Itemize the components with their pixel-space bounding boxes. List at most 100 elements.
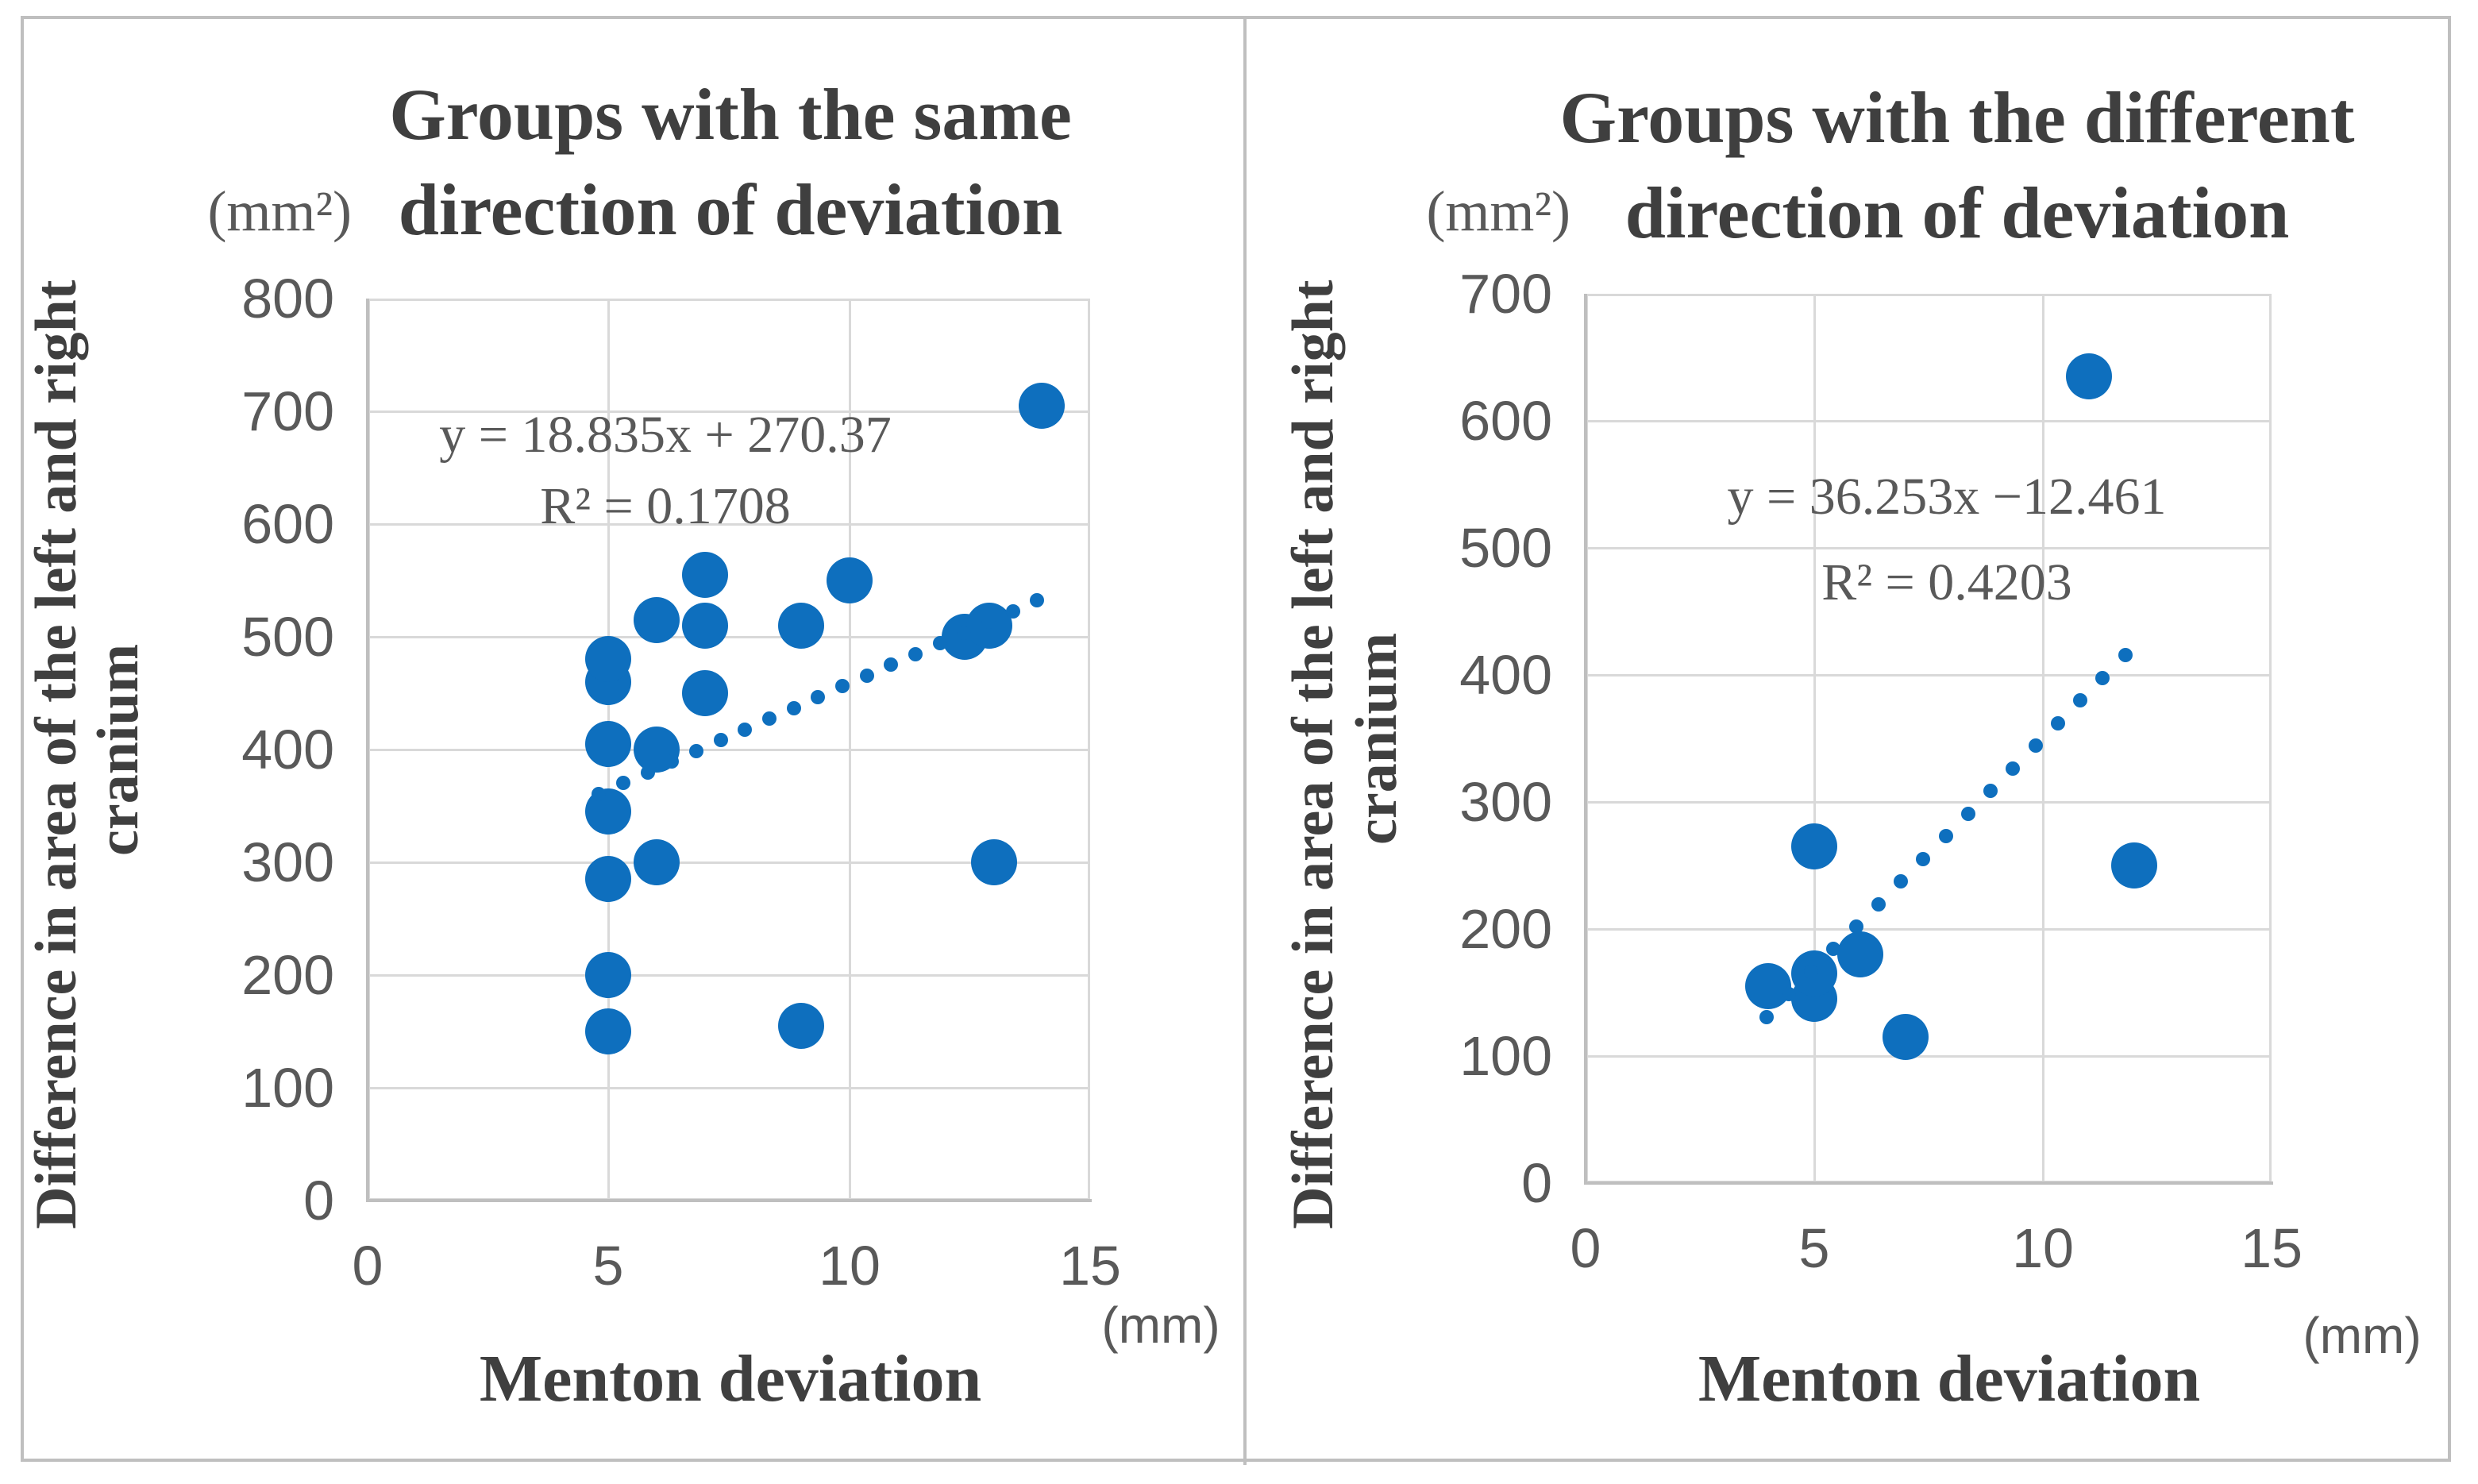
data-point	[2111, 842, 2158, 888]
data-point	[1791, 823, 1837, 869]
y-tick-label: 500	[1459, 517, 1552, 579]
y-tick-label: 300	[241, 831, 334, 893]
gridline-horizontal	[1586, 294, 2272, 296]
trendline-dot	[1804, 964, 1819, 979]
trendline-dot	[1916, 851, 1931, 866]
gridline-horizontal	[1586, 674, 2272, 676]
equation-text: y = 36.253x −12.461	[1727, 468, 2167, 526]
trendline-dot	[688, 743, 703, 758]
data-point	[1883, 1014, 1929, 1060]
trendline-dot	[2118, 648, 2133, 663]
x-tick-label: 0	[1570, 1217, 1601, 1279]
y-axis-unit-label: (mm²)	[207, 179, 352, 243]
chart-title-line1: Groups with the different	[1559, 77, 2355, 158]
trendline-dot	[2028, 738, 2043, 754]
x-tick-label: 5	[592, 1235, 624, 1297]
trendline-dot	[834, 679, 850, 694]
y-tick-label: 0	[303, 1170, 334, 1232]
data-point	[681, 551, 728, 598]
gridline-horizontal	[368, 299, 1090, 301]
outer-border	[21, 16, 2451, 1462]
trendline-dot	[932, 636, 947, 651]
trendline-dot	[615, 776, 630, 791]
trendline-dot	[2050, 715, 2065, 730]
trendline-dot	[1781, 987, 1796, 1002]
trendline-dot	[786, 700, 801, 715]
trendline-dot	[1983, 784, 1998, 799]
y-tick-label: 300	[1459, 771, 1552, 833]
y-axis-title: Difference in area of the left and right	[1281, 279, 1346, 1229]
chart-title: Groups with the same direction of deviat…	[294, 67, 1167, 257]
y-axis-unit-label: (mm²)	[1426, 179, 1570, 243]
equation-block: y = 18.835x + 270.37 R² = 0.1708	[268, 399, 1062, 542]
gridline-vertical	[1813, 294, 1816, 1183]
panel-divider-line	[1243, 16, 1247, 1465]
plot-area: 0 5 10 15 0 100 200 300 400 500 600 700 800	[241, 270, 1121, 1297]
y-axis-title-line2: cranium	[86, 643, 151, 856]
trendline-dot	[2073, 693, 2088, 708]
y-tick-label: 0	[1521, 1152, 1552, 1214]
trendline-dot	[859, 668, 874, 683]
x-axis-title: Menton deviation	[1698, 1342, 2201, 1416]
data-point	[585, 720, 632, 767]
trendline-dot	[640, 765, 655, 780]
y-tick-label: 400	[1459, 644, 1552, 706]
data-point	[681, 602, 728, 649]
y-tick-label: 700	[241, 380, 334, 442]
y-tick-label: 400	[241, 719, 334, 781]
gridline-horizontal	[368, 974, 1090, 977]
trendline-dot	[738, 722, 753, 737]
data-point	[681, 670, 728, 716]
x-tick-label: 10	[2012, 1217, 2074, 1279]
plot-area: 0 5 10 15 0 100 200 300 400 500 600 700	[1459, 265, 2303, 1279]
data-point	[1745, 963, 1792, 1009]
x-tick-label: 5	[1798, 1217, 1830, 1279]
chart-title-line1: Groups with the same	[389, 74, 1072, 155]
y-tick-label: 600	[241, 493, 334, 555]
trendline-dot	[981, 615, 996, 630]
x-tick-label: 0	[352, 1235, 383, 1297]
y-tick-label: 100	[1459, 1025, 1552, 1087]
y-tick-label: 700	[1459, 263, 1552, 325]
gridline-horizontal	[368, 523, 1090, 526]
y-tick-label: 100	[241, 1057, 334, 1119]
chart-title-line2: direction of deviation	[398, 169, 1063, 250]
trendline-dot	[761, 711, 777, 727]
r-squared-text: R² = 0.4203	[1821, 553, 2072, 611]
gridline-horizontal	[368, 861, 1090, 864]
data-point	[585, 856, 632, 903]
y-axis-line	[366, 299, 369, 1202]
trendline-dot	[665, 754, 680, 769]
data-point	[1836, 931, 1883, 977]
trendline-dot	[1759, 1009, 1774, 1024]
gridline-vertical	[2042, 294, 2044, 1183]
data-point	[970, 839, 1017, 885]
gridline-horizontal	[1586, 801, 2272, 804]
x-axis-unit-label: (mm)	[2303, 1307, 2422, 1364]
equation-block: y = 36.253x −12.461 R² = 0.4203	[1550, 454, 2344, 626]
trendline-dot	[1030, 593, 1045, 608]
data-point	[585, 952, 632, 998]
data-point	[778, 602, 824, 649]
x-axis-line	[1584, 1181, 2273, 1185]
x-axis-title: Menton deviation	[479, 1342, 982, 1416]
data-point	[634, 839, 680, 885]
trendline-dot	[811, 690, 826, 704]
trendline-dot	[1938, 829, 1953, 844]
y-axis-line	[1584, 294, 1587, 1185]
trendline-dot	[592, 786, 607, 801]
chart-title: Groups with the different direction of d…	[1520, 70, 2394, 260]
gridline-horizontal	[368, 749, 1090, 751]
r-squared-text: R² = 0.1708	[540, 477, 791, 535]
trendline-dot	[1871, 896, 1886, 912]
trendline-dot	[2006, 761, 2021, 776]
data-point	[585, 1008, 632, 1054]
chart-title-line2: direction of deviation	[1624, 172, 2290, 253]
trendline-dot	[2095, 670, 2110, 685]
trendline-dot	[884, 657, 899, 673]
data-point	[2065, 353, 2112, 399]
x-axis-line	[366, 1199, 1092, 1202]
gridline-horizontal	[1586, 547, 2272, 549]
trendline-dot	[957, 625, 972, 640]
